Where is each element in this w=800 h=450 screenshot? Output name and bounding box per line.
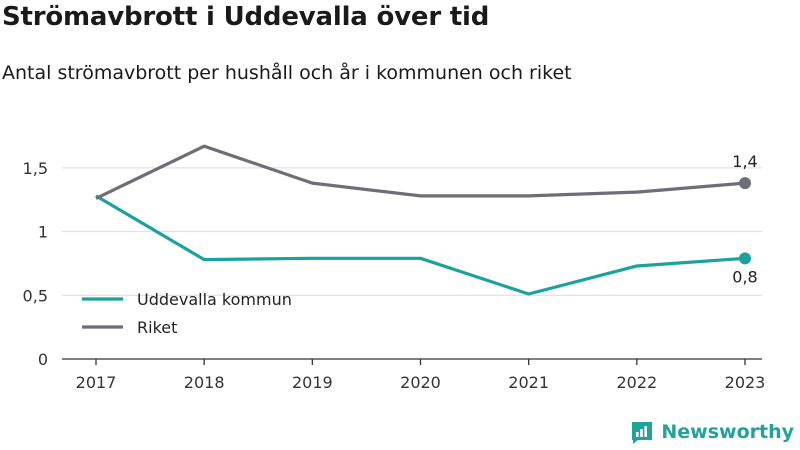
series-lines: 0,8 1,4 — [95, 144, 758, 296]
end-value-label: 1,4 — [732, 152, 757, 171]
y-tick-label: 1 — [38, 223, 48, 242]
series-line-riket — [95, 144, 746, 200]
x-tick-label: 2022 — [616, 373, 657, 392]
brand-name: Newsworthy — [661, 421, 794, 443]
y-tick-label: 1,5 — [23, 159, 48, 178]
newsworthy-logo-icon — [632, 422, 653, 444]
legend: Uddevalla kommun Riket — [82, 290, 292, 337]
legend-label: Uddevalla kommun — [137, 290, 292, 309]
y-tick-label: 0,5 — [23, 286, 48, 305]
x-tick-label: 2018 — [184, 373, 225, 392]
legend-label: Riket — [137, 318, 177, 337]
x-tick-label: 2020 — [400, 373, 441, 392]
newsworthy-brand: Newsworthy — [630, 420, 794, 444]
x-tick-label: 2023 — [725, 373, 766, 392]
chart-subtitle: Antal strömavbrott per hushåll och år i … — [2, 62, 572, 84]
end-point-uddevalla — [739, 252, 751, 265]
gridlines — [62, 167, 762, 296]
x-tick-label: 2017 — [76, 373, 117, 392]
end-point-riket — [739, 177, 751, 190]
end-value-label: 0,8 — [732, 267, 757, 286]
series-line-uddevalla — [95, 194, 746, 296]
x-axis: 2017 2018 2019 2020 2021 2022 2023 — [62, 358, 766, 392]
x-tick-label: 2021 — [508, 373, 549, 392]
y-axis-tick-labels: 0 0,5 1 1,5 — [23, 159, 48, 369]
y-tick-label: 0 — [38, 350, 48, 369]
x-tick-label: 2019 — [292, 373, 333, 392]
chart-title: Strömavbrott i Uddevalla över tid — [2, 2, 490, 32]
